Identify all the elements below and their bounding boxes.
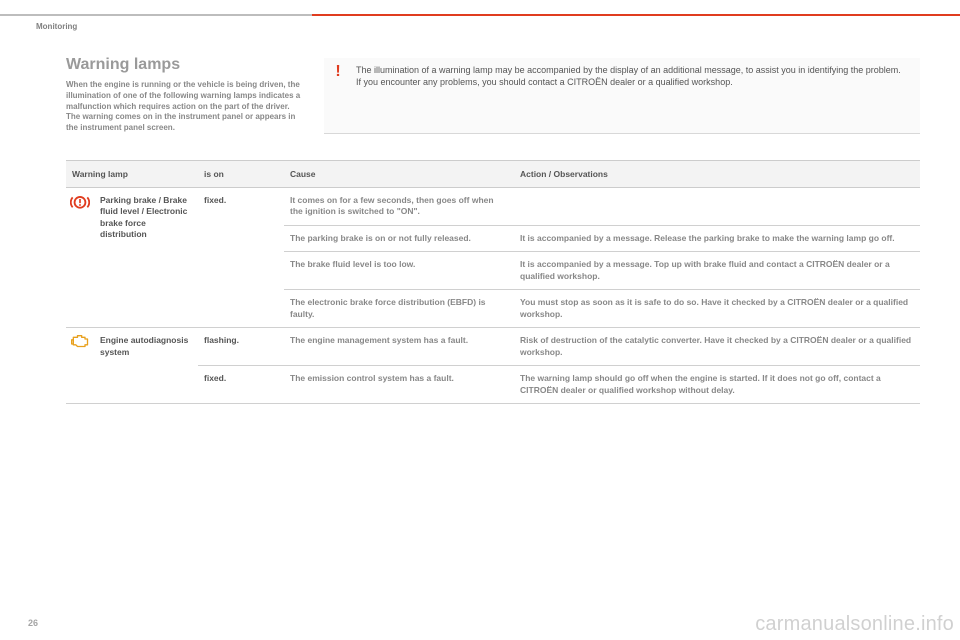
cause: The parking brake is on or not fully rel… [284, 225, 514, 251]
callout-line: The illumination of a warning lamp may b… [356, 64, 901, 76]
cause: The brake fluid level is too low. [284, 252, 514, 290]
lamp-name: Engine autodiagnosis system [94, 328, 198, 404]
is-on: fixed. [198, 187, 284, 327]
content-area: Warning lamps When the engine is running… [66, 56, 920, 404]
callout-text: The illumination of a warning lamp may b… [356, 64, 901, 123]
action: It is accompanied by a message. Top up w… [514, 252, 920, 290]
table-row: Parking brake / Brake fluid level / Elec… [66, 187, 920, 225]
action: It is accompanied by a message. Release … [514, 225, 920, 251]
action: Risk of destruction of the catalytic con… [514, 328, 920, 366]
callout-box: ! The illumination of a warning lamp may… [324, 58, 920, 134]
is-on: fixed. [198, 366, 284, 404]
manual-page: Monitoring Warning lamps When the engine… [0, 0, 960, 640]
col-cause: Cause [284, 160, 514, 187]
top-border-accent [312, 14, 960, 16]
is-on: flashing. [198, 328, 284, 366]
intro-row: When the engine is running or the vehicl… [66, 80, 920, 134]
warning-lamp-table: Warning lamp is on Cause Action / Observ… [66, 160, 920, 404]
col-action: Action / Observations [514, 160, 920, 187]
action: You must stop as soon as it is safe to d… [514, 290, 920, 328]
watermark: carmanualsonline.info [755, 613, 954, 636]
icon-cell [66, 187, 94, 327]
action [514, 187, 920, 225]
page-number: 26 [28, 618, 38, 628]
cause: The emission control system has a fault. [284, 366, 514, 404]
section-label: Monitoring [36, 22, 77, 31]
exclamation-icon: ! [330, 64, 346, 123]
lamp-name: Parking brake / Brake fluid level / Elec… [94, 187, 198, 327]
icon-cell [66, 328, 94, 404]
cause: The electronic brake force distribution … [284, 290, 514, 328]
table-header-row: Warning lamp is on Cause Action / Observ… [66, 160, 920, 187]
callout-line: If you encounter any problems, you shoul… [356, 76, 901, 88]
cause: It comes on for a few seconds, then goes… [284, 187, 514, 225]
table-row: Engine autodiagnosis system flashing. Th… [66, 328, 920, 366]
action: The warning lamp should go off when the … [514, 366, 920, 404]
intro-text: When the engine is running or the vehicl… [66, 80, 306, 134]
cause: The engine management system has a fault… [284, 328, 514, 366]
col-is-on: is on [198, 160, 284, 187]
col-warning-lamp: Warning lamp [66, 160, 198, 187]
engine-icon [70, 341, 90, 351]
brake-icon [70, 203, 90, 213]
